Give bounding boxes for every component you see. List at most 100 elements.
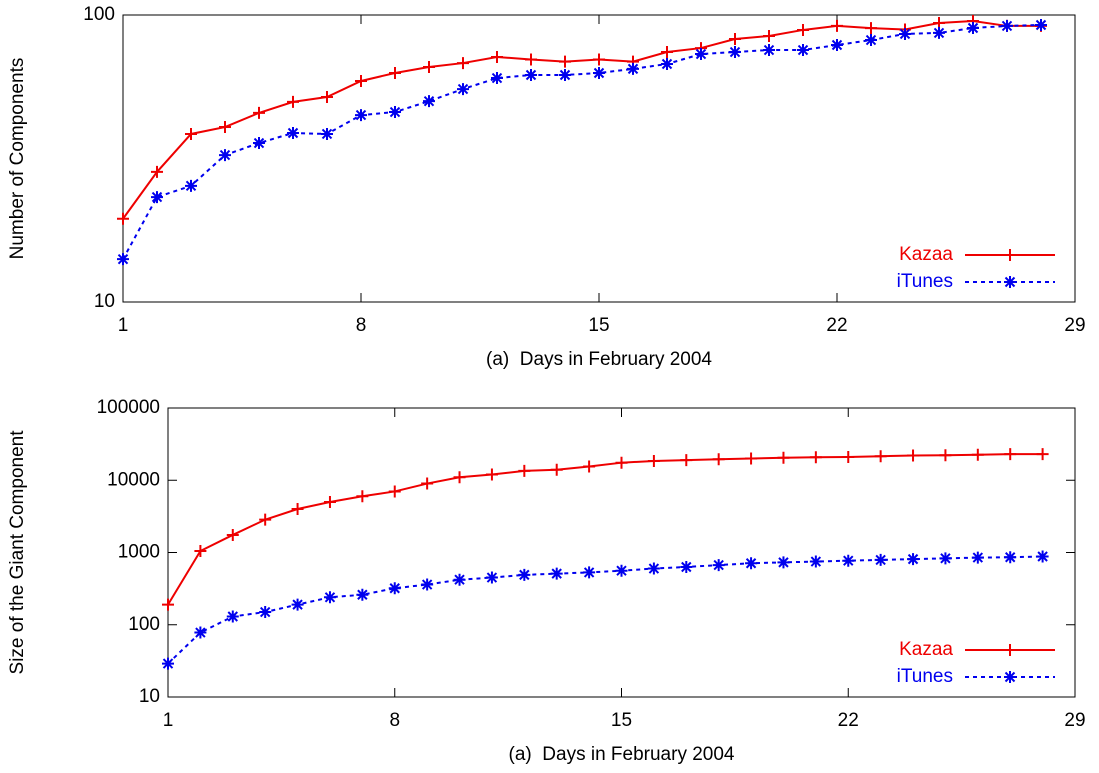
x-tick-label: 22 (826, 315, 847, 336)
x-tick-label: 22 (838, 710, 859, 731)
legend-label: iTunes (897, 666, 953, 687)
point-marker (763, 29, 775, 42)
x-axis-label: (a) Days in February 2004 (509, 744, 735, 765)
point-marker (729, 46, 741, 59)
point-marker (1001, 19, 1013, 32)
y-tick-label: 10000 (107, 469, 160, 490)
point-marker (661, 57, 673, 70)
point-marker (809, 555, 822, 568)
point-marker (356, 490, 369, 503)
point-marker (423, 60, 435, 73)
y-tick-label: 1000 (118, 542, 160, 563)
point-marker (287, 127, 299, 140)
x-tick-label: 15 (588, 315, 609, 336)
legend-marker (1004, 276, 1016, 288)
point-marker (291, 598, 304, 611)
point-marker (423, 95, 435, 108)
point-marker (712, 559, 725, 572)
legend-marker (1004, 671, 1016, 683)
y-tick-label: 100 (128, 614, 160, 635)
plot-frame (167, 407, 1076, 698)
plot-frame (122, 14, 1076, 303)
point-marker (907, 553, 920, 566)
point-marker (874, 553, 887, 566)
point-marker (291, 503, 304, 516)
point-marker (661, 46, 673, 59)
point-marker (1004, 551, 1017, 564)
point-marker (323, 495, 336, 508)
point-marker (355, 109, 367, 122)
point-marker (151, 165, 163, 178)
point-marker (777, 451, 790, 464)
point-marker (647, 454, 660, 467)
point-marker (151, 191, 163, 204)
point-marker (356, 588, 369, 601)
point-marker (842, 554, 855, 567)
point-marker (865, 34, 877, 47)
point-marker (491, 72, 503, 85)
point-marker (453, 573, 466, 586)
point-marker (388, 485, 401, 498)
point-marker (615, 564, 628, 577)
point-marker (797, 44, 809, 57)
point-marker (971, 551, 984, 564)
point-marker (615, 456, 628, 469)
series-line (167, 555, 1043, 665)
point-marker (831, 19, 843, 32)
y-axis-label: Number of Components (7, 58, 28, 260)
point-marker (967, 21, 979, 34)
y-axis-label: Size of the Giant Component (7, 430, 28, 675)
point-marker (355, 74, 367, 87)
point-marker (831, 39, 843, 52)
x-tick-label: 1 (118, 315, 129, 336)
point-marker (259, 513, 272, 526)
legend-marker (1004, 249, 1016, 261)
point-marker (680, 560, 693, 573)
point-marker (389, 106, 401, 119)
point-marker (712, 453, 725, 466)
point-marker (933, 26, 945, 39)
point-marker (1004, 448, 1017, 461)
point-marker (321, 90, 333, 103)
point-marker (745, 452, 758, 465)
point-marker (219, 149, 231, 162)
point-marker (777, 556, 790, 569)
x-tick-label: 29 (1064, 315, 1085, 336)
point-marker (421, 578, 434, 591)
series-line (167, 453, 1043, 606)
point-marker (185, 179, 197, 192)
point-marker (627, 62, 639, 75)
x-tick-label: 8 (356, 315, 367, 336)
point-marker (421, 477, 434, 490)
x-tick-label: 1 (163, 710, 174, 731)
point-marker (162, 598, 174, 611)
point-marker (253, 106, 265, 119)
point-marker (559, 68, 571, 81)
point-marker (1035, 18, 1047, 31)
point-marker (253, 137, 265, 150)
point-marker (194, 626, 207, 639)
point-marker (485, 468, 498, 481)
point-marker (117, 212, 129, 225)
point-marker (518, 464, 531, 477)
point-marker (323, 591, 336, 604)
point-marker (457, 57, 469, 70)
point-marker (388, 582, 401, 595)
y-tick-label: 100 (83, 4, 115, 25)
point-marker (389, 66, 401, 79)
point-marker (485, 571, 498, 584)
point-marker (809, 451, 822, 464)
point-marker (874, 450, 887, 463)
legend-marker (1004, 644, 1016, 656)
point-marker (287, 95, 299, 108)
point-marker (162, 657, 174, 670)
point-marker (457, 83, 469, 96)
point-marker (525, 68, 537, 81)
x-axis-label: (a) Days in February 2004 (486, 349, 712, 370)
point-marker (185, 127, 197, 140)
point-marker (1036, 448, 1049, 461)
legend-label: Kazaa (899, 639, 953, 660)
point-marker (907, 449, 920, 462)
point-marker (453, 471, 466, 484)
